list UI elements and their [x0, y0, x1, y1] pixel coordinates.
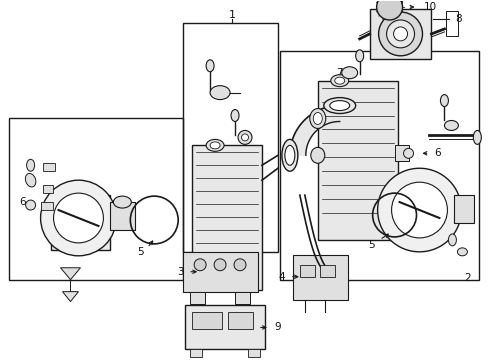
Ellipse shape: [210, 142, 220, 149]
Bar: [41, 202, 52, 210]
Circle shape: [41, 180, 116, 256]
Bar: [228, 311, 253, 329]
Ellipse shape: [313, 113, 322, 125]
Bar: [235, 292, 250, 303]
Ellipse shape: [310, 109, 326, 129]
Bar: [248, 349, 260, 357]
Bar: [394, 145, 409, 161]
Ellipse shape: [404, 148, 414, 158]
Circle shape: [378, 168, 462, 252]
Ellipse shape: [311, 147, 325, 163]
Text: 6: 6: [19, 197, 26, 207]
Circle shape: [377, 0, 403, 20]
Ellipse shape: [342, 67, 358, 79]
Bar: [369, 9, 432, 59]
Bar: [43, 163, 54, 171]
Circle shape: [393, 27, 408, 41]
Circle shape: [387, 20, 415, 48]
Text: 4: 4: [279, 272, 285, 282]
Ellipse shape: [356, 50, 364, 62]
Text: 11: 11: [299, 291, 313, 301]
Ellipse shape: [210, 86, 230, 100]
Bar: [320, 265, 335, 277]
Ellipse shape: [26, 159, 35, 171]
Polygon shape: [61, 268, 80, 280]
Bar: [110, 202, 135, 230]
Ellipse shape: [231, 109, 239, 121]
Text: 3: 3: [177, 267, 183, 277]
Circle shape: [379, 12, 422, 56]
Text: 6: 6: [434, 148, 441, 158]
Text: 8: 8: [455, 14, 462, 24]
Ellipse shape: [282, 139, 298, 171]
Ellipse shape: [324, 98, 356, 113]
Bar: [300, 265, 315, 277]
Circle shape: [392, 182, 447, 238]
Bar: [185, 305, 265, 349]
Ellipse shape: [242, 134, 248, 141]
Text: 7: 7: [337, 68, 343, 78]
Ellipse shape: [206, 139, 224, 151]
Bar: [183, 23, 278, 252]
Ellipse shape: [25, 200, 36, 210]
Bar: [192, 145, 262, 290]
Circle shape: [53, 193, 103, 243]
Ellipse shape: [113, 196, 131, 208]
Text: 2: 2: [464, 273, 471, 283]
Bar: [190, 292, 205, 303]
Bar: [9, 118, 183, 280]
Ellipse shape: [444, 121, 458, 130]
Bar: [293, 255, 348, 300]
Text: 5: 5: [137, 247, 144, 257]
Bar: [183, 252, 258, 292]
Bar: [43, 185, 52, 193]
Bar: [50, 195, 110, 250]
Bar: [192, 311, 222, 329]
Bar: [280, 51, 479, 280]
Ellipse shape: [331, 75, 349, 87]
Ellipse shape: [330, 100, 350, 111]
Polygon shape: [290, 105, 340, 155]
Ellipse shape: [206, 60, 214, 72]
Ellipse shape: [473, 130, 481, 144]
Text: 10: 10: [423, 2, 437, 12]
Ellipse shape: [335, 77, 345, 84]
Bar: [394, 188, 449, 236]
Ellipse shape: [238, 130, 252, 144]
Circle shape: [194, 259, 206, 271]
Circle shape: [214, 259, 226, 271]
Circle shape: [234, 259, 246, 271]
Bar: [446, 11, 458, 36]
Ellipse shape: [285, 145, 295, 165]
Text: 9: 9: [274, 323, 281, 333]
Ellipse shape: [441, 95, 448, 107]
Ellipse shape: [457, 248, 467, 256]
Polygon shape: [63, 292, 78, 302]
Bar: [190, 349, 202, 357]
Text: 1: 1: [228, 10, 236, 20]
Ellipse shape: [448, 234, 456, 246]
Ellipse shape: [25, 174, 36, 187]
Bar: [454, 195, 474, 223]
Text: 5: 5: [368, 240, 375, 250]
Bar: [318, 81, 397, 240]
